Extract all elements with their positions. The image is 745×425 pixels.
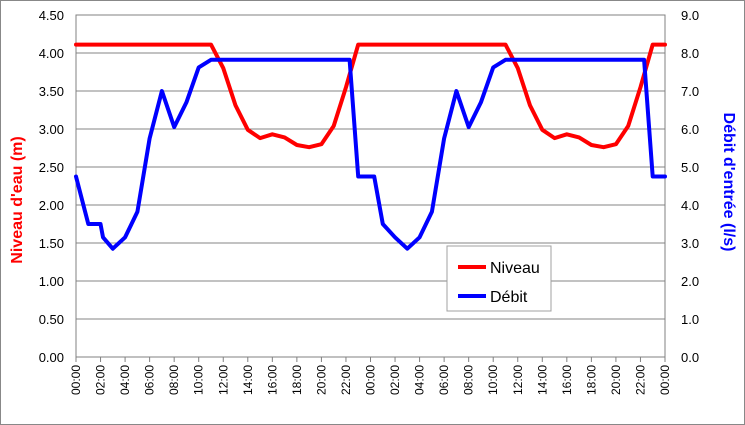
y-tick-label: 3.50 — [39, 84, 64, 99]
x-tick-label: 22:00 — [633, 365, 647, 395]
y2-tick-label: 6.0 — [681, 122, 699, 137]
legend-label-niveau: Niveau — [490, 260, 540, 277]
x-tick-label: 22:00 — [339, 365, 353, 395]
y2-tick-label: 0.0 — [681, 350, 699, 365]
x-tick-label: 06:00 — [143, 365, 157, 395]
x-tick-label: 02:00 — [94, 365, 108, 395]
x-tick-label: 00:00 — [364, 365, 378, 395]
y2-tick-label: 5.0 — [681, 160, 699, 175]
y2-tick-label: 3.0 — [681, 236, 699, 251]
x-tick-label: 18:00 — [290, 365, 304, 395]
left-axis-ticks: 0.00 0.50 1.00 1.50 2.00 2.50 3.00 3.50 4.00 4.50 — [39, 8, 64, 365]
y-tick-label: 1.00 — [39, 274, 64, 289]
x-tick-label: 02:00 — [388, 365, 402, 395]
x-tick-label: 10:00 — [192, 365, 206, 395]
x-tick-label: 04:00 — [413, 365, 427, 395]
x-tick-label: 00:00 — [69, 365, 83, 395]
y-tick-label: 4.50 — [39, 8, 64, 23]
series-line-niveau — [74, 42, 667, 150]
y2-tick-label: 9.0 — [681, 8, 699, 23]
x-tick-label: 06:00 — [437, 365, 451, 395]
y-tick-label: 2.00 — [39, 198, 64, 213]
x-tick-label: 16:00 — [560, 365, 574, 395]
x-tick-label: 20:00 — [609, 365, 623, 395]
y-tick-label: 1.50 — [39, 236, 64, 251]
y-tick-label: 0.50 — [39, 312, 64, 327]
x-tick-label: 08:00 — [167, 365, 181, 395]
legend-box — [446, 245, 552, 312]
y2-tick-label: 4.0 — [681, 198, 699, 213]
x-tick-label: 12:00 — [216, 365, 230, 395]
y-tick-label: 4.00 — [39, 46, 64, 61]
y2-tick-label: 8.0 — [681, 46, 699, 61]
y2-tick-label: 1.0 — [681, 312, 699, 327]
y-tick-label: 2.50 — [39, 160, 64, 175]
y2-tick-label: 7.0 — [681, 84, 699, 99]
legend-label-debit: Débit — [490, 289, 528, 306]
series-line-debit — [74, 57, 667, 251]
x-tick-label: 04:00 — [118, 365, 132, 395]
left-axis-title: Niveau d'eau (m) — [9, 136, 26, 263]
x-tick-label: 08:00 — [462, 365, 476, 395]
x-tick-label: 14:00 — [535, 365, 549, 395]
x-axis-ticks: 00:00 02:00 04:00 06:00 08:00 10:00 12:00 14:00… — [69, 357, 672, 395]
legend: Niveau Débit — [446, 245, 552, 312]
series-lines — [74, 42, 667, 251]
y-tick-label: 0.00 — [39, 350, 64, 365]
x-tick-label: 00:00 — [658, 365, 672, 395]
right-axis-title: Débit d'entrée (l/s) — [720, 113, 737, 252]
y2-tick-label: 2.0 — [681, 274, 699, 289]
x-tick-label: 16:00 — [265, 365, 279, 395]
x-tick-label: 12:00 — [511, 365, 525, 395]
x-tick-label: 10:00 — [486, 365, 500, 395]
x-tick-label: 20:00 — [314, 365, 328, 395]
y-tick-label: 3.00 — [39, 122, 64, 137]
x-tick-label: 18:00 — [584, 365, 598, 395]
right-axis-ticks: 0.0 1.0 2.0 3.0 4.0 5.0 6.0 7.0 8.0 9.0 — [681, 8, 699, 365]
x-tick-label: 14:00 — [241, 365, 255, 395]
